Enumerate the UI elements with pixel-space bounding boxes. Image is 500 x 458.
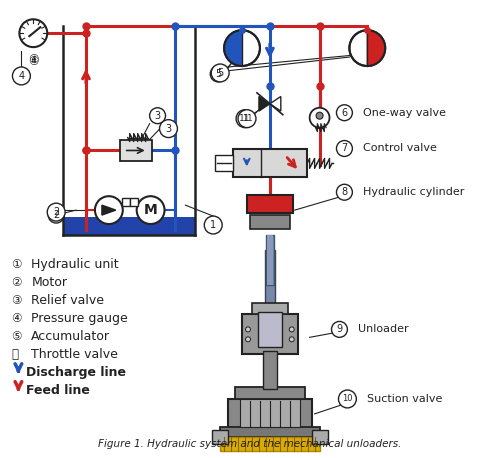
Text: 10: 10 <box>342 394 352 403</box>
Text: One-way valve: One-way valve <box>356 108 446 118</box>
Bar <box>130 198 138 206</box>
Bar <box>240 399 300 427</box>
Circle shape <box>290 327 294 332</box>
Circle shape <box>224 30 260 66</box>
Text: 1: 1 <box>210 220 216 230</box>
Text: Hydraulic unit: Hydraulic unit <box>32 258 119 271</box>
Circle shape <box>332 322 347 338</box>
Circle shape <box>336 105 352 120</box>
Circle shape <box>350 30 385 66</box>
Bar <box>63 217 196 235</box>
Text: ⑤: ⑤ <box>12 330 22 343</box>
Bar <box>312 430 328 444</box>
Text: 11: 11 <box>242 114 252 123</box>
Circle shape <box>150 108 166 124</box>
Polygon shape <box>224 30 242 66</box>
Text: Discharge line: Discharge line <box>26 365 126 379</box>
Text: Suction valve: Suction valve <box>360 394 442 404</box>
Polygon shape <box>368 30 385 66</box>
Text: 3: 3 <box>166 124 172 134</box>
Text: 2: 2 <box>53 210 60 220</box>
Text: 2: 2 <box>53 207 60 217</box>
Bar <box>247 195 292 213</box>
Text: Feed line: Feed line <box>26 383 90 397</box>
Text: Throttle valve: Throttle valve <box>32 348 118 361</box>
Circle shape <box>246 337 250 342</box>
Bar <box>220 437 320 451</box>
Text: Pressure gauge: Pressure gauge <box>32 312 128 325</box>
Text: Relief valve: Relief valve <box>32 294 104 307</box>
Bar <box>120 140 152 161</box>
Circle shape <box>204 216 222 234</box>
Bar <box>263 351 277 389</box>
Text: M: M <box>144 203 158 217</box>
Circle shape <box>136 196 164 224</box>
Bar <box>265 250 275 305</box>
Text: Hydraulic cylinder: Hydraulic cylinder <box>356 187 465 197</box>
Text: ③: ③ <box>12 294 22 307</box>
Text: Figure 1. Hydraulic system and the mechanical unloaders.: Figure 1. Hydraulic system and the mecha… <box>98 439 402 449</box>
Bar <box>242 315 298 354</box>
Text: ④: ④ <box>12 312 22 325</box>
Bar <box>250 215 290 229</box>
Circle shape <box>238 110 256 128</box>
Polygon shape <box>259 97 270 111</box>
Text: 5: 5 <box>217 68 224 78</box>
Text: Unloader: Unloader <box>352 324 409 334</box>
Bar <box>122 198 130 206</box>
Text: ④: ④ <box>28 55 38 67</box>
Text: ②: ② <box>12 276 22 289</box>
Circle shape <box>336 184 352 200</box>
Text: 7: 7 <box>342 143 347 153</box>
Circle shape <box>12 67 30 85</box>
Bar <box>266 235 274 285</box>
Polygon shape <box>102 205 116 215</box>
Circle shape <box>316 112 323 119</box>
Circle shape <box>160 120 178 137</box>
Text: 9: 9 <box>336 324 342 334</box>
Text: Motor: Motor <box>32 276 68 289</box>
Bar <box>214 155 232 171</box>
Circle shape <box>211 64 229 82</box>
Circle shape <box>95 196 123 224</box>
Bar <box>220 427 320 437</box>
Bar <box>258 312 282 347</box>
Text: 3: 3 <box>154 111 160 121</box>
Bar <box>228 399 312 429</box>
Circle shape <box>310 108 330 128</box>
Text: Accumulator: Accumulator <box>32 330 110 343</box>
Text: 4: 4 <box>18 71 24 81</box>
Text: 8: 8 <box>342 187 347 197</box>
Circle shape <box>338 390 356 408</box>
Bar <box>267 235 273 285</box>
Circle shape <box>236 110 254 128</box>
Text: ①: ① <box>12 258 22 271</box>
Circle shape <box>290 337 294 342</box>
Text: ④: ④ <box>28 53 38 65</box>
Circle shape <box>246 327 250 332</box>
Circle shape <box>47 203 65 221</box>
Bar <box>235 387 304 399</box>
Text: 5: 5 <box>215 69 222 79</box>
Bar <box>232 149 307 177</box>
Text: ⑪: ⑪ <box>12 348 18 361</box>
Text: 6: 6 <box>342 108 347 118</box>
Text: Control valve: Control valve <box>356 143 437 153</box>
Circle shape <box>20 19 47 47</box>
Bar <box>252 303 288 315</box>
Circle shape <box>210 66 226 82</box>
Polygon shape <box>270 97 281 111</box>
Circle shape <box>48 207 64 223</box>
Text: 11: 11 <box>240 114 251 123</box>
Bar <box>212 430 228 444</box>
Circle shape <box>336 141 352 157</box>
